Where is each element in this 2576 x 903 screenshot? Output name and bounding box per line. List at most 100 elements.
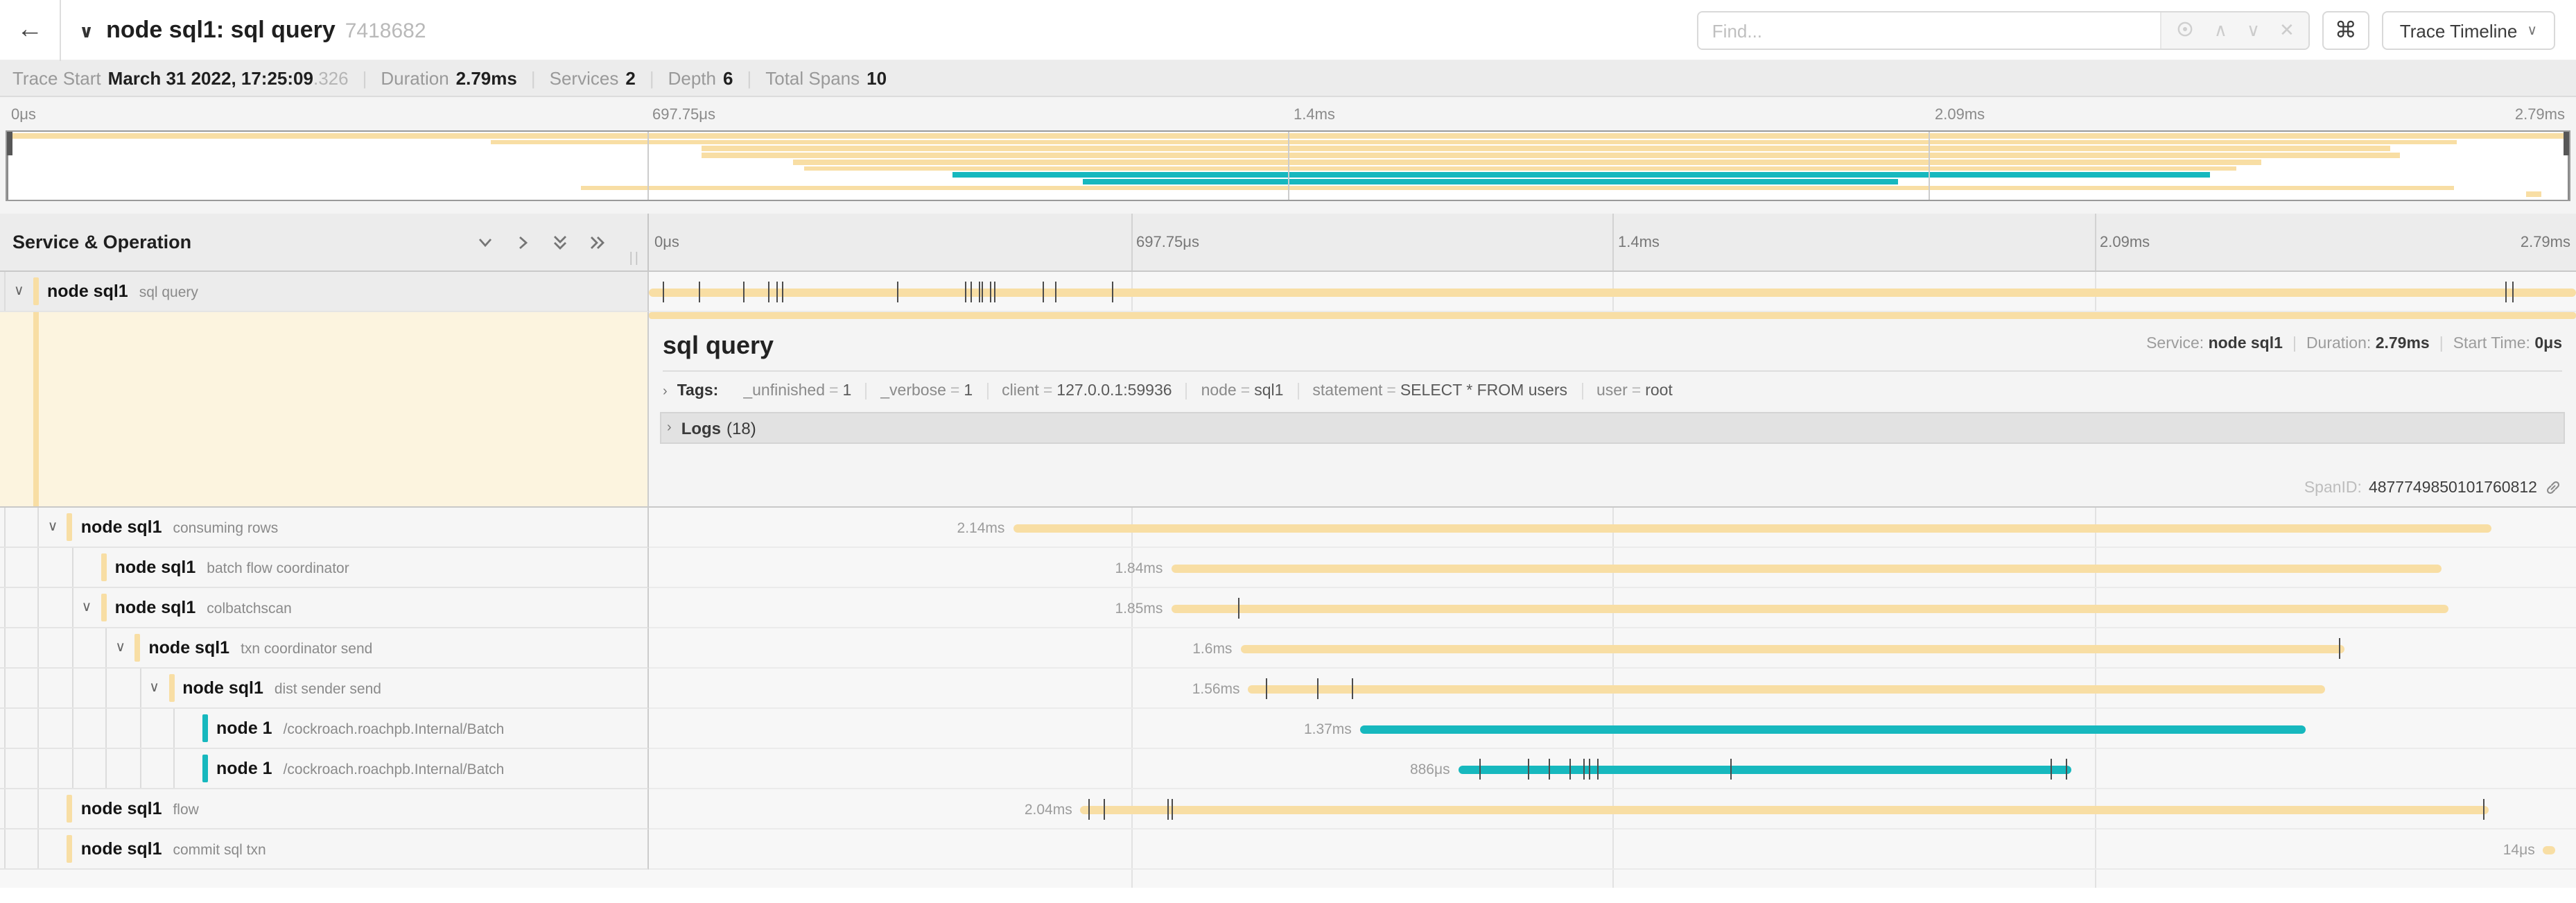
double-chevron-right-icon[interactable] (586, 231, 609, 253)
service-name: node sql1 (80, 799, 162, 818)
tag-unfinished: _unfinished = 1 (729, 383, 867, 399)
tree-row-sql-query[interactable]: ∨ node sql1 sql query (0, 272, 649, 312)
span-bar-row-sql-query[interactable] (649, 272, 2576, 312)
tree-row-dist-sender-send[interactable]: ∨ node sql1 dist sender send (0, 669, 649, 709)
tag-client: client = 127.0.0.1:59936 (988, 383, 1187, 399)
range-right-handle[interactable] (2564, 132, 2569, 155)
grid-line (1612, 272, 1614, 888)
minimap-row (7, 159, 2569, 166)
service-name: node sql1 (182, 678, 263, 698)
column-resizer-grip[interactable]: || (629, 251, 641, 266)
span-bar-row-consuming-rows[interactable]: 2.14ms (649, 508, 2576, 548)
span-bar-row-commit-sql-txn[interactable]: 14μs (649, 829, 2576, 870)
next-result-icon[interactable]: ∨ (2246, 19, 2260, 40)
link-icon[interactable] (2544, 479, 2562, 497)
locate-icon[interactable] (2175, 19, 2195, 42)
top-controls: ∧ ∨ ✕ ⌘ Trace Timeline ∨ (1696, 11, 2555, 50)
tag-node: node = sql1 (1187, 383, 1299, 399)
logs-toggle[interactable]: › Logs (18) (660, 412, 2565, 444)
span-bar[interactable] (649, 288, 2576, 296)
tree-guide-line (71, 548, 73, 587)
service-name: node sql1 (47, 282, 128, 301)
minimap-span-bar (2525, 191, 2541, 198)
span-bar-row-dist-sender-send[interactable]: 1.56ms (649, 669, 2576, 709)
tree-guide-line (37, 508, 40, 547)
tree-row-flow[interactable]: node sql1 flow (0, 789, 649, 829)
span-duration-label: 1.85ms (1115, 601, 1163, 617)
clear-search-icon[interactable]: ✕ (2279, 19, 2295, 40)
log-marker (982, 282, 984, 302)
chevron-down-icon[interactable]: ∨ (81, 600, 92, 615)
tree-guide-line (173, 709, 175, 748)
tree-guide-line (4, 548, 6, 587)
tree-guide-line (37, 548, 40, 587)
tree-row-cockroach-roachpb-internal-batch[interactable]: node 1/cockroach.roachpb.Internal/Batch (0, 709, 649, 749)
operation-name: consuming rows (173, 520, 279, 537)
tree-row-txn-coordinator-send[interactable]: ∨ node sql1 txn coordinator send (0, 628, 649, 669)
tag-statement: statement = SELECT * FROM users (1298, 383, 1583, 399)
span-bar-row-cockroach-roachpb-internal-batch[interactable]: 886μs (649, 749, 2576, 789)
double-chevron-down-icon[interactable] (549, 231, 571, 253)
time-label: 697.75μs (1136, 234, 1199, 250)
span-id-label: SpanID: (2304, 479, 2362, 496)
log-marker (978, 282, 980, 302)
time-label: 697.75μs (652, 107, 715, 123)
chevron-down-icon[interactable] (474, 231, 496, 253)
divider: | (362, 68, 367, 89)
time-label: 1.4ms (1618, 234, 1660, 250)
span-row-label: node sql1 sql query (47, 279, 198, 304)
range-left-handle[interactable] (7, 132, 12, 155)
operation-name: flow (173, 802, 199, 818)
prev-result-icon[interactable]: ∧ (2213, 19, 2227, 40)
minimap-row (7, 166, 2569, 172)
trace-title-wrap[interactable]: ∨ node sql1: sql query 7418682 (79, 16, 426, 44)
tree-guide-line (37, 789, 40, 828)
log-marker (1042, 282, 1044, 302)
span-bar[interactable] (1248, 685, 2326, 693)
chevron-down-icon[interactable]: ∨ (149, 680, 159, 696)
minimap-canvas[interactable] (6, 130, 2570, 201)
span-bar-row-cockroach-roachpb-internal-batch[interactable]: 1.37ms (649, 709, 2576, 749)
chevron-down-icon[interactable]: ∨ (47, 519, 58, 535)
span-bar[interactable] (1080, 805, 2489, 814)
span-bar[interactable] (1359, 725, 2306, 733)
span-bar-row-flow[interactable]: 2.04ms (649, 789, 2576, 829)
search-input[interactable] (1698, 12, 2160, 49)
log-marker (699, 282, 701, 302)
span-row-label: node sql1 dist sender send (182, 676, 381, 700)
span-bar[interactable] (1458, 765, 2071, 773)
tree-row-colbatchscan[interactable]: ∨ node sql1 colbatchscan (0, 588, 649, 628)
chevron-down-icon[interactable]: ∨ (115, 640, 126, 655)
service-operation-header: Service & Operation || (0, 214, 649, 270)
span-bar-row-colbatchscan[interactable]: 1.85ms (649, 588, 2576, 628)
tree-row-consuming-rows[interactable]: ∨ node sql1 consuming rows (0, 508, 649, 548)
logs-count: (18) (726, 418, 756, 438)
span-bar[interactable] (1013, 524, 2491, 532)
tree-row-cockroach-roachpb-internal-batch[interactable]: node 1/cockroach.roachpb.Internal/Batch (0, 749, 649, 789)
page-title: node sql1: sql query (106, 16, 336, 42)
timeline-header: Service & Operation || 0μs 697.75μs 1.4ms 2… (0, 214, 2576, 272)
trace-depth: Depth 6 (668, 68, 733, 89)
log-marker (2065, 759, 2067, 780)
span-color-accent (202, 755, 208, 782)
back-button[interactable]: ← (0, 0, 61, 60)
tags-row[interactable]: › Tags: _unfinished = 1 _verbose = 1 client = 12… (660, 383, 2565, 399)
span-bar[interactable] (1240, 644, 2345, 653)
tree-guide-line (37, 669, 40, 707)
chevron-down-icon[interactable]: ∨ (14, 284, 24, 299)
keyboard-shortcuts-button[interactable]: ⌘ (2322, 11, 2369, 50)
span-row-label: node sql1 consuming rows (81, 515, 278, 540)
span-bar-row-txn-coordinator-send[interactable]: 1.6ms (649, 628, 2576, 669)
span-bar[interactable] (1171, 604, 2449, 612)
span-bar[interactable] (2543, 845, 2555, 854)
tree-guide-line (37, 709, 40, 748)
trace-view-dropdown[interactable]: Trace Timeline ∨ (2381, 11, 2555, 50)
minimap-time-labels: 0μs 697.75μs 1.4ms 2.09ms 2.79ms (6, 97, 2570, 130)
chevron-down-icon[interactable]: ∨ (79, 20, 94, 41)
span-bar-row-batch-flow-coordinator[interactable]: 1.84ms (649, 548, 2576, 588)
trace-services: Services 2 (549, 68, 636, 89)
tree-row-commit-sql-txn[interactable]: node sql1 commit sql txn (0, 829, 649, 870)
span-bar[interactable] (1171, 564, 2442, 572)
tree-row-batch-flow-coordinator[interactable]: node sql1 batch flow coordinator (0, 548, 649, 588)
chevron-right-icon[interactable] (512, 231, 534, 253)
